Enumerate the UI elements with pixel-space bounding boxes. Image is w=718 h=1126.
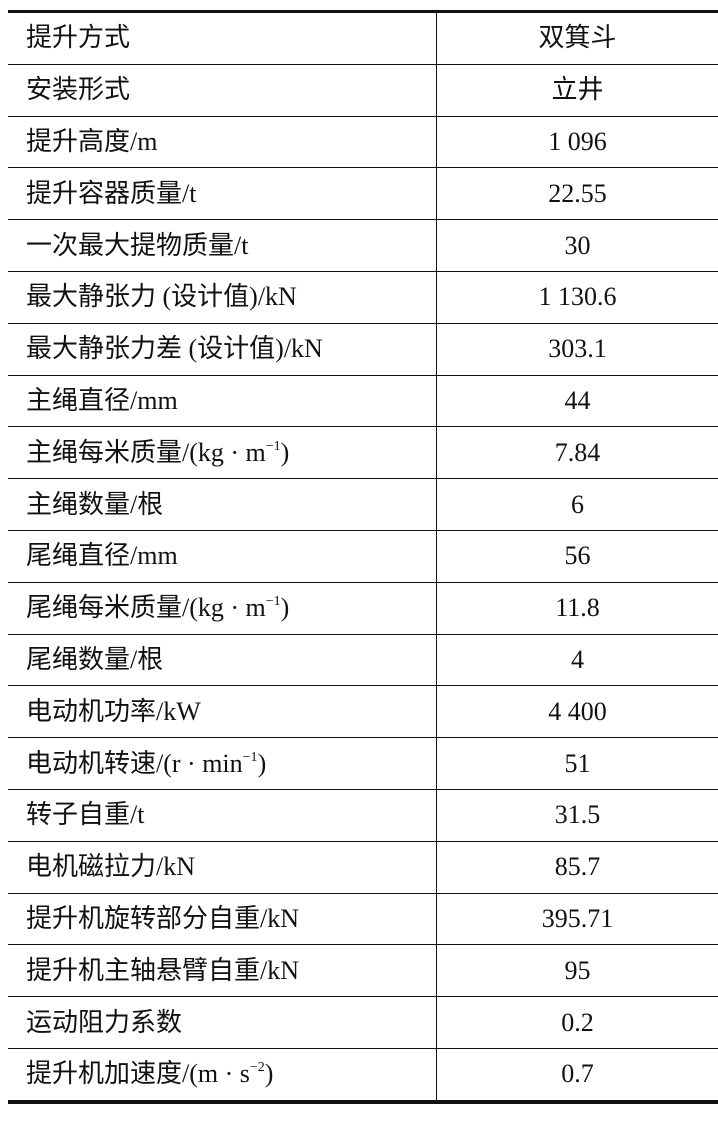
parameter-name: 尾绳每米质量/(kg · m <box>26 593 266 623</box>
parameter-value: 51 <box>436 737 718 790</box>
parameter-name: 主绳每米质量/(kg · m <box>26 437 266 467</box>
table-row: 尾绳直径/mm 56 <box>8 529 718 583</box>
parameter-name-cell: 电机磁拉力/kN <box>8 840 437 894</box>
table-row: 转子自重/t 31.5 <box>8 788 718 842</box>
parameter-name: 提升机加速度/(m · s <box>26 1059 250 1089</box>
table-row: 主绳每米质量/(kg · m−1) 7.84 <box>8 426 718 479</box>
table-row: 最大静张力差 (设计值)/kN 303.1 <box>8 322 718 376</box>
parameter-name: 安装形式 <box>26 75 131 105</box>
unit-tail: ) <box>280 437 290 467</box>
parameter-name-cell: 尾绳直径/mm <box>8 529 437 583</box>
parameter-table: 提升方式 双箕斗 安装形式 立井 提升高度/m 1 096 提升容器质量/t 22.55 一次最… <box>8 10 718 1104</box>
parameter-name: 提升机主轴悬臂自重/kN <box>26 955 300 985</box>
parameter-name-cell: 主绳直径/mm <box>8 374 437 427</box>
parameter-name-cell: 运动阻力系数 <box>8 996 437 1049</box>
parameter-name-cell: 主绳数量/根 <box>8 478 437 531</box>
parameter-value: 1 130.6 <box>436 270 718 324</box>
parameter-name-cell: 电动机功率/kW <box>8 685 437 738</box>
parameter-name: 提升方式 <box>26 23 131 53</box>
parameter-name: 主绳直径/mm <box>26 385 178 415</box>
table-row: 运动阻力系数 0.2 <box>8 996 718 1049</box>
parameter-name-cell: 提升高度/m <box>8 115 437 168</box>
parameter-value: 4 <box>436 633 718 686</box>
table-row: 尾绳每米质量/(kg · m−1) 11.8 <box>8 581 718 635</box>
parameter-name: 主绳数量/根 <box>26 489 164 519</box>
parameter-value: 0.2 <box>436 996 718 1049</box>
parameter-name-cell: 提升容器质量/t <box>8 167 437 220</box>
table-row: 安装形式 立井 <box>8 63 718 117</box>
parameter-name-cell: 提升机旋转部分自重/kN <box>8 892 437 945</box>
parameter-name-cell: 主绳每米质量/(kg · m−1) <box>8 426 437 479</box>
table-row: 主绳直径/mm 44 <box>8 374 718 427</box>
unit-tail: ) <box>257 748 267 778</box>
parameter-value: 立井 <box>436 63 718 117</box>
table-row: 最大静张力 (设计值)/kN 1 130.6 <box>8 270 718 324</box>
table-row: 提升机主轴悬臂自重/kN 95 <box>8 944 718 997</box>
parameter-value: 95 <box>436 944 718 997</box>
parameter-value: 56 <box>436 529 718 583</box>
unit-exponent: −1 <box>265 594 281 610</box>
table-row: 电动机转速/(r · min−1) 51 <box>8 737 718 790</box>
parameter-value: 双箕斗 <box>538 23 617 53</box>
parameter-name: 提升高度/m <box>26 126 158 156</box>
table-row: 提升机旋转部分自重/kN 395.71 <box>8 892 718 945</box>
table-row: 提升机加速度/(m · s−2) 0.7 <box>8 1047 718 1102</box>
parameter-name: 最大静张力 (设计值)/kN <box>26 282 297 312</box>
parameter-value: 22.55 <box>436 167 718 220</box>
parameter-name: 尾绳数量/根 <box>26 644 164 674</box>
parameter-name-cell: 提升机主轴悬臂自重/kN <box>8 944 437 997</box>
parameter-value: 303.1 <box>436 322 718 376</box>
parameter-name-cell: 最大静张力差 (设计值)/kN <box>8 322 437 376</box>
parameter-name-cell: 安装形式 <box>8 63 437 117</box>
parameter-name: 转子自重/t <box>26 800 145 830</box>
table-row: 主绳数量/根 6 <box>8 478 718 531</box>
table-row: 电动机功率/kW 4 400 <box>8 685 718 738</box>
table-row: 提升高度/m 1 096 <box>8 115 718 168</box>
unit-exponent: −1 <box>265 438 281 454</box>
parameter-value: 85.7 <box>436 840 718 894</box>
parameter-name-cell: 尾绳数量/根 <box>8 633 437 686</box>
parameter-name: 电机磁拉力/kN <box>26 852 196 882</box>
table-row: 提升容器质量/t 22.55 <box>8 167 718 220</box>
table-body: 提升方式 双箕斗 安装形式 立井 提升高度/m 1 096 提升容器质量/t 22.55 一次最… <box>8 11 718 1102</box>
parameter-name: 提升容器质量/t <box>26 178 197 208</box>
table-row: 提升方式 双箕斗 <box>8 11 718 65</box>
parameter-name-cell: 尾绳每米质量/(kg · m−1) <box>8 581 437 635</box>
parameter-name: 电动机功率/kW <box>26 696 201 726</box>
parameter-value: 30 <box>436 219 718 272</box>
parameter-value: 11.8 <box>436 581 718 635</box>
parameter-name-cell: 转子自重/t <box>8 788 437 842</box>
parameter-value: 1 096 <box>436 115 718 168</box>
parameter-value: 395.71 <box>436 892 718 945</box>
parameter-value: 7.84 <box>436 426 718 479</box>
parameter-name-cell: 一次最大提物质量/t <box>8 219 437 272</box>
parameter-name-cell: 电动机转速/(r · min−1) <box>8 737 437 790</box>
unit-exponent: −1 <box>242 749 258 765</box>
parameter-name-cell: 提升机加速度/(m · s−2) <box>8 1047 437 1102</box>
parameter-name: 一次最大提物质量/t <box>26 230 249 260</box>
parameter-name: 提升机旋转部分自重/kN <box>26 903 300 933</box>
table-row: 电机磁拉力/kN 85.7 <box>8 840 718 894</box>
table-row: 一次最大提物质量/t 30 <box>8 219 718 272</box>
parameter-value: 0.7 <box>436 1047 718 1102</box>
unit-tail: ) <box>280 593 290 623</box>
unit-exponent: −2 <box>249 1060 265 1076</box>
table-row: 尾绳数量/根 4 <box>8 633 718 686</box>
parameter-name: 尾绳直径/mm <box>26 541 178 571</box>
parameter-name: 最大静张力差 (设计值)/kN <box>26 334 323 364</box>
parameter-value: 4 400 <box>436 685 718 738</box>
parameter-value: 6 <box>436 478 718 531</box>
parameter-name-cell: 提升方式 <box>8 11 437 65</box>
parameter-name: 运动阻力系数 <box>26 1007 183 1037</box>
unit-tail: ) <box>264 1059 274 1089</box>
parameter-value: 44 <box>436 374 718 427</box>
parameter-value: 31.5 <box>436 788 718 842</box>
parameter-name: 电动机转速/(r · min <box>26 748 243 778</box>
parameter-name-cell: 最大静张力 (设计值)/kN <box>8 270 437 324</box>
